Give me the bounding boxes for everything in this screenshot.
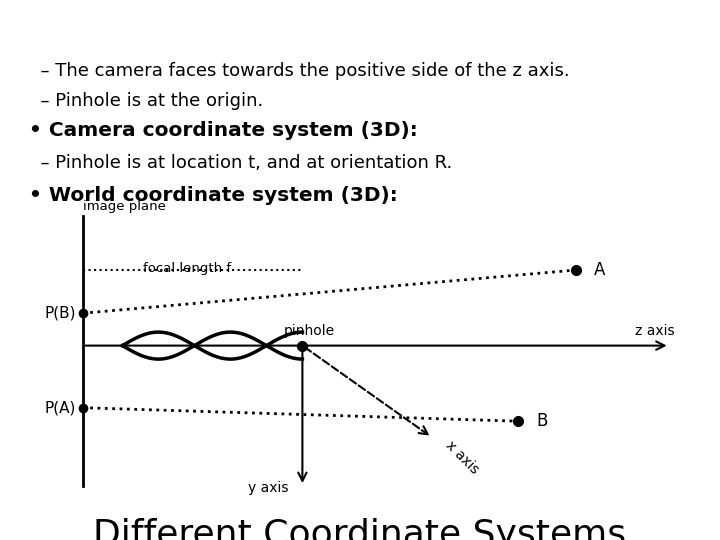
Text: Different Coordinate Systems: Different Coordinate Systems <box>94 518 626 540</box>
Text: z axis: z axis <box>635 324 675 338</box>
Text: P(A): P(A) <box>44 400 76 415</box>
Text: y axis: y axis <box>248 481 288 495</box>
Text: x axis: x axis <box>443 438 482 477</box>
Text: A: A <box>594 261 606 279</box>
Text: – The camera faces towards the positive side of the z axis.: – The camera faces towards the positive … <box>29 62 570 80</box>
Text: – Pinhole is at the origin.: – Pinhole is at the origin. <box>29 92 263 110</box>
Text: • Camera coordinate system (3D):: • Camera coordinate system (3D): <box>29 122 418 140</box>
Text: P(B): P(B) <box>44 306 76 321</box>
Text: – Pinhole is at location t, and at orientation R.: – Pinhole is at location t, and at orien… <box>29 154 452 172</box>
Text: focal length f: focal length f <box>143 262 231 275</box>
Text: • World coordinate system (3D):: • World coordinate system (3D): <box>29 186 397 205</box>
Text: B: B <box>536 412 548 430</box>
Text: pinhole: pinhole <box>284 324 336 338</box>
Text: image plane: image plane <box>83 200 166 213</box>
